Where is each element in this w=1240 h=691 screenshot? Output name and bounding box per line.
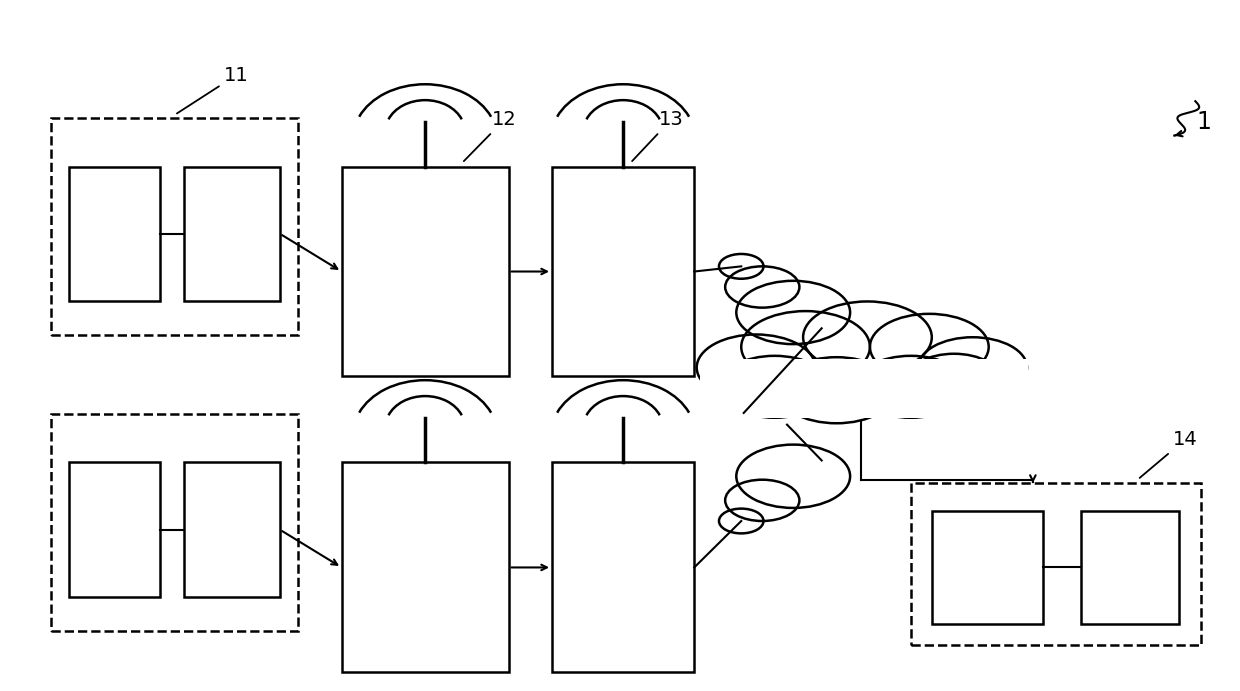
FancyBboxPatch shape	[1081, 511, 1179, 624]
Circle shape	[777, 357, 897, 424]
FancyBboxPatch shape	[69, 462, 160, 597]
Circle shape	[804, 301, 931, 373]
FancyBboxPatch shape	[931, 511, 1043, 624]
Text: 12: 12	[464, 111, 517, 161]
Circle shape	[870, 314, 988, 380]
Circle shape	[906, 354, 1001, 406]
FancyBboxPatch shape	[51, 118, 299, 335]
FancyBboxPatch shape	[51, 415, 299, 631]
FancyBboxPatch shape	[342, 167, 508, 377]
FancyBboxPatch shape	[69, 167, 160, 301]
Circle shape	[742, 311, 870, 383]
Text: 11: 11	[177, 66, 249, 113]
FancyBboxPatch shape	[701, 359, 1028, 418]
Circle shape	[697, 334, 816, 401]
Circle shape	[856, 356, 966, 418]
Circle shape	[918, 337, 1027, 398]
Circle shape	[719, 356, 831, 418]
FancyBboxPatch shape	[185, 167, 280, 301]
Text: 1: 1	[1197, 110, 1211, 134]
Text: 13: 13	[632, 111, 683, 161]
FancyBboxPatch shape	[185, 462, 280, 597]
FancyBboxPatch shape	[910, 483, 1202, 645]
FancyBboxPatch shape	[342, 462, 508, 672]
FancyBboxPatch shape	[552, 167, 694, 377]
FancyBboxPatch shape	[552, 462, 694, 672]
Text: 14: 14	[1140, 430, 1197, 478]
